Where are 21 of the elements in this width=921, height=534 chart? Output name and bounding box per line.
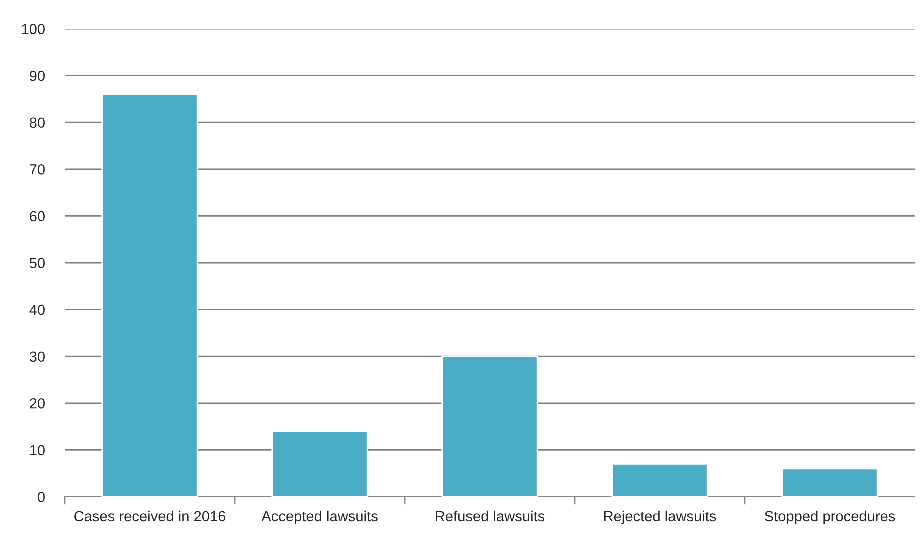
x-tick-label: Refused lawsuits bbox=[436, 510, 545, 522]
bar bbox=[442, 356, 538, 497]
y-tick-label: 30 bbox=[30, 352, 45, 362]
bar bbox=[782, 468, 878, 497]
y-tick-label: 50 bbox=[30, 258, 45, 268]
y-tick-label: 70 bbox=[30, 164, 45, 175]
y-tick-label: 10 bbox=[30, 445, 45, 456]
bar bbox=[102, 94, 198, 497]
x-tick-label: Stopped procedures bbox=[764, 510, 896, 524]
y-tick-label: 0 bbox=[38, 492, 45, 502]
x-tick-label: Accepted lawsuits bbox=[262, 510, 378, 524]
y-tick-label: 40 bbox=[30, 304, 45, 316]
y-tick-label: 20 bbox=[30, 398, 45, 409]
y-tick-label: 90 bbox=[30, 70, 45, 82]
y-tick-label: 60 bbox=[30, 211, 45, 222]
bar bbox=[612, 464, 708, 497]
bar bbox=[272, 430, 368, 497]
x-tick-label: Cases received in 2016 bbox=[74, 510, 226, 522]
x-tick-label: Rejected lawsuits bbox=[604, 510, 716, 524]
y-tick-label: 100 bbox=[22, 24, 45, 34]
y-tick-label: 80 bbox=[30, 118, 45, 128]
